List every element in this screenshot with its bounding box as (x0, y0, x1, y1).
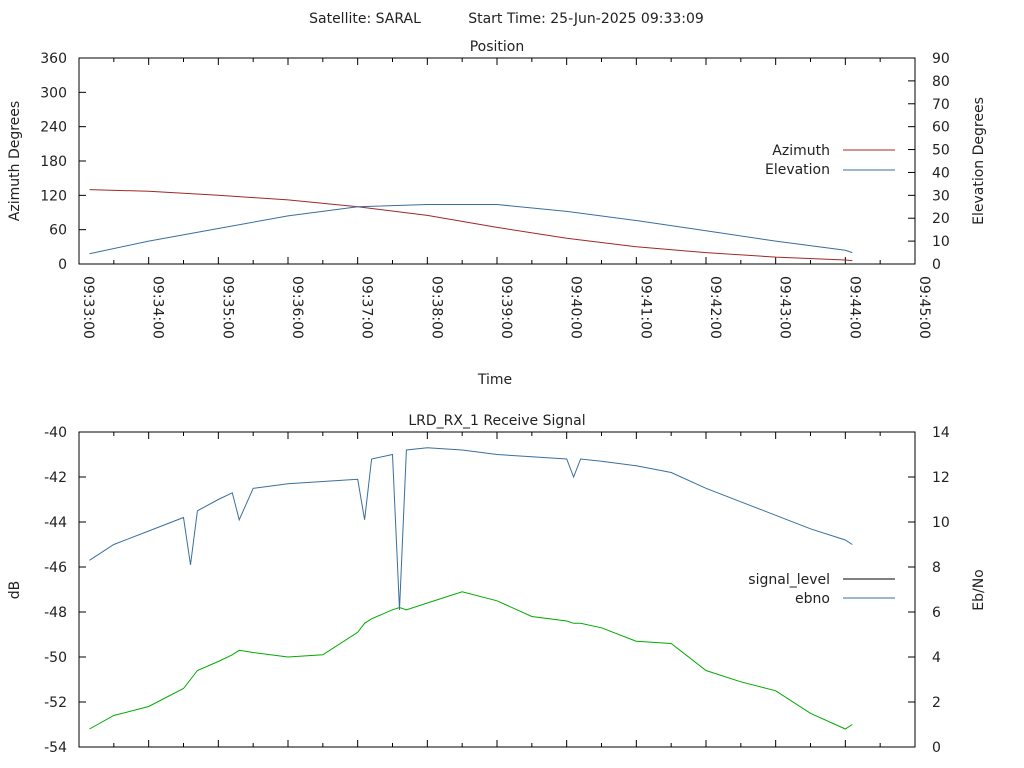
signal-y2-tick-label: 6 (932, 605, 941, 621)
signal-y2-tick-label: 0 (932, 740, 941, 756)
position-y2-axis-label: Elevation Degrees (971, 97, 987, 225)
position-x-tick-label: 09:39:00 (498, 276, 514, 339)
position-x-tick-label: 09:44:00 (846, 276, 862, 339)
signal-legend: signal_level ebno (748, 572, 895, 607)
signal-y-tick-label: -46 (44, 560, 67, 576)
position-y2-tick-label: 40 (932, 165, 950, 181)
signal-y2-tick-label: 4 (932, 650, 941, 666)
signal-y-tick-label: -42 (44, 470, 67, 486)
position-left-tick-labels: 0 60 120 180 240 300 360 (40, 51, 67, 273)
signal-y-tick-label: -52 (44, 695, 67, 711)
position-right-tick-labels: 0 10 20 30 40 50 60 70 80 90 (932, 51, 950, 273)
azimuth-line (89, 189, 853, 262)
position-ticks (78, 57, 916, 265)
signal-y-tick-label: -44 (44, 515, 67, 531)
position-x-tick-label: 09:34:00 (150, 276, 166, 339)
signal-y-tick-label: -50 (44, 650, 67, 666)
position-y-tick-label: 300 (40, 85, 67, 101)
position-y-tick-label: 240 (40, 120, 67, 136)
position-x-tick-label: 09:41:00 (637, 276, 653, 339)
signal-y-tick-label: -54 (44, 740, 67, 756)
position-x-tick-label: 09:40:00 (568, 276, 584, 339)
position-y-tick-label: 360 (40, 51, 67, 67)
position-y2-tick-label: 0 (932, 257, 941, 273)
elevation-line (89, 204, 853, 255)
position-y-tick-label: 60 (49, 223, 67, 239)
signal-series-lines (89, 447, 853, 730)
position-x-tick-label: 09:37:00 (359, 276, 375, 339)
signal-y2-tick-label: 8 (932, 560, 941, 576)
position-x-tick-label: 09:45:00 (916, 276, 932, 339)
position-x-tick-label: 09:38:00 (428, 276, 444, 339)
position-x-axis-label: Time (477, 372, 512, 388)
position-time-tick-labels: 09:33:00 09:34:00 09:35:00 09:36:00 09:37:00… (80, 276, 932, 339)
legend-label-azimuth: Azimuth (772, 143, 830, 159)
signal-y-axis-label: dB (7, 581, 23, 600)
position-y2-tick-label: 20 (932, 211, 950, 227)
position-y2-tick-label: 60 (932, 120, 950, 136)
position-y2-tick-label: 80 (932, 74, 950, 90)
signal-y-tick-label: -40 (44, 425, 67, 441)
signal-y2-tick-label: 10 (932, 515, 950, 531)
signal-right-tick-labels: 0 2 4 6 8 10 12 14 (932, 425, 950, 756)
position-y2-tick-label: 50 (932, 143, 950, 159)
signal-y2-tick-label: 2 (932, 695, 941, 711)
legend-label-ebno: ebno (795, 591, 830, 607)
position-title: Position (470, 39, 525, 55)
position-x-tick-label: 09:36:00 (289, 276, 305, 339)
position-x-tick-label: 09:43:00 (777, 276, 793, 339)
signal-title: LRD_RX_1 Receive Signal (408, 413, 585, 429)
signal-y2-tick-label: 12 (932, 470, 950, 486)
position-y-tick-label: 180 (40, 154, 67, 170)
position-chart: Position 0 60 120 180 240 300 360 0 10 20 30 40 50 6… (7, 39, 987, 388)
position-y2-tick-label: 90 (932, 51, 950, 67)
position-y-axis-label: Azimuth Degrees (7, 101, 23, 221)
position-x-tick-label: 09:42:00 (707, 276, 723, 339)
header-satellite: Satellite: SARAL (309, 11, 421, 27)
position-y-tick-label: 0 (58, 257, 67, 273)
signal-left-tick-labels: -54 -52 -50 -48 -46 -44 -42 -40 (44, 425, 67, 756)
receive-signal-chart: LRD_RX_1 Receive Signal -54-52-50-48-46-… (7, 413, 987, 756)
position-plot-frame (78, 57, 916, 265)
position-y2-tick-label: 30 (932, 188, 950, 204)
green-trace-line (89, 591, 853, 730)
position-x-tick-label: 09:35:00 (219, 276, 235, 339)
position-y-tick-label: 120 (40, 188, 67, 204)
ebno-line (89, 447, 853, 610)
position-y2-tick-label: 70 (932, 97, 950, 113)
position-y2-tick-label: 10 (932, 234, 950, 250)
position-legend: Azimuth Elevation (765, 143, 895, 178)
position-series-lines (89, 189, 853, 262)
legend-label-elevation: Elevation (765, 162, 830, 178)
position-x-tick-label: 09:33:00 (80, 276, 96, 339)
header-start-time: Start Time: 25-Jun-2025 09:33:09 (468, 11, 704, 27)
signal-y-tick-label: -48 (44, 605, 67, 621)
signal-ticks (78, 431, 916, 748)
signal-y2-tick-label: 14 (932, 425, 950, 441)
signal-y2-axis-label: Eb/No (971, 569, 987, 611)
legend-label-signal-level: signal_level (748, 572, 830, 588)
